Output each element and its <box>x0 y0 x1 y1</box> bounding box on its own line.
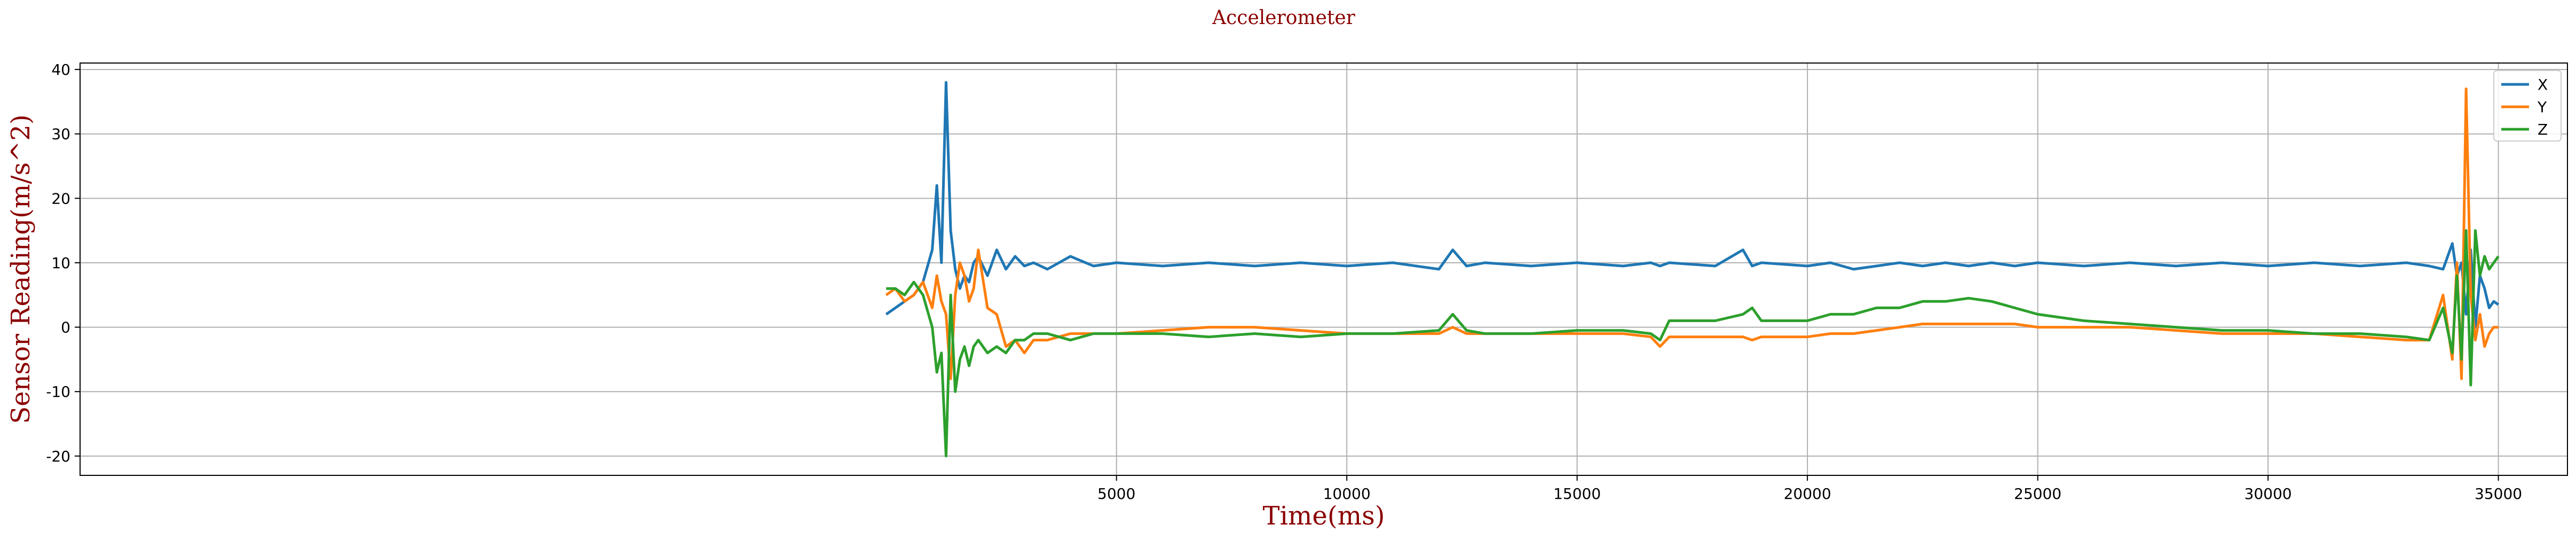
legend-label-y: Y <box>2537 98 2547 116</box>
x-axis-label: Time(ms) <box>1263 501 1385 531</box>
y-tick-label: -10 <box>46 383 70 401</box>
x-tick-label: 15000 <box>1553 485 1601 503</box>
y-tick-label: 40 <box>51 61 70 79</box>
legend: XYZ <box>2493 70 2562 142</box>
y-tick-label: 0 <box>61 319 70 336</box>
series-line-z <box>886 229 2500 458</box>
y-tick-label: 20 <box>51 190 70 207</box>
x-tick-label: 25000 <box>2014 485 2061 503</box>
y-tick-label: 30 <box>51 126 70 143</box>
chart-title: Accelerometer <box>1212 7 1356 29</box>
legend-label-z: Z <box>2538 121 2548 138</box>
plot-area-frame <box>80 62 2568 476</box>
x-tick-label: 20000 <box>1784 485 1831 503</box>
series-lines <box>885 81 2500 458</box>
y-tick-label: 10 <box>51 254 70 272</box>
series-line-y <box>885 87 2499 380</box>
x-tick-label: 35000 <box>2475 485 2522 503</box>
legend-label-x: X <box>2538 76 2548 93</box>
x-tick-label: 10000 <box>1323 485 1371 503</box>
x-axis-ticks: 5000 10000 15000 20000 25000 30000 35000 <box>1097 475 2522 503</box>
x-tick-label: 5000 <box>1097 485 1135 503</box>
y-tick-label: -20 <box>46 448 70 465</box>
x-tick-label: 30000 <box>2245 485 2292 503</box>
y-axis-label: Sensor Reading(m/s^2) <box>6 114 36 424</box>
series-line-x <box>885 81 2500 329</box>
y-axis-ticks: -20 -10 0 10 20 30 40 <box>46 61 80 465</box>
grid-lines <box>80 63 2567 475</box>
